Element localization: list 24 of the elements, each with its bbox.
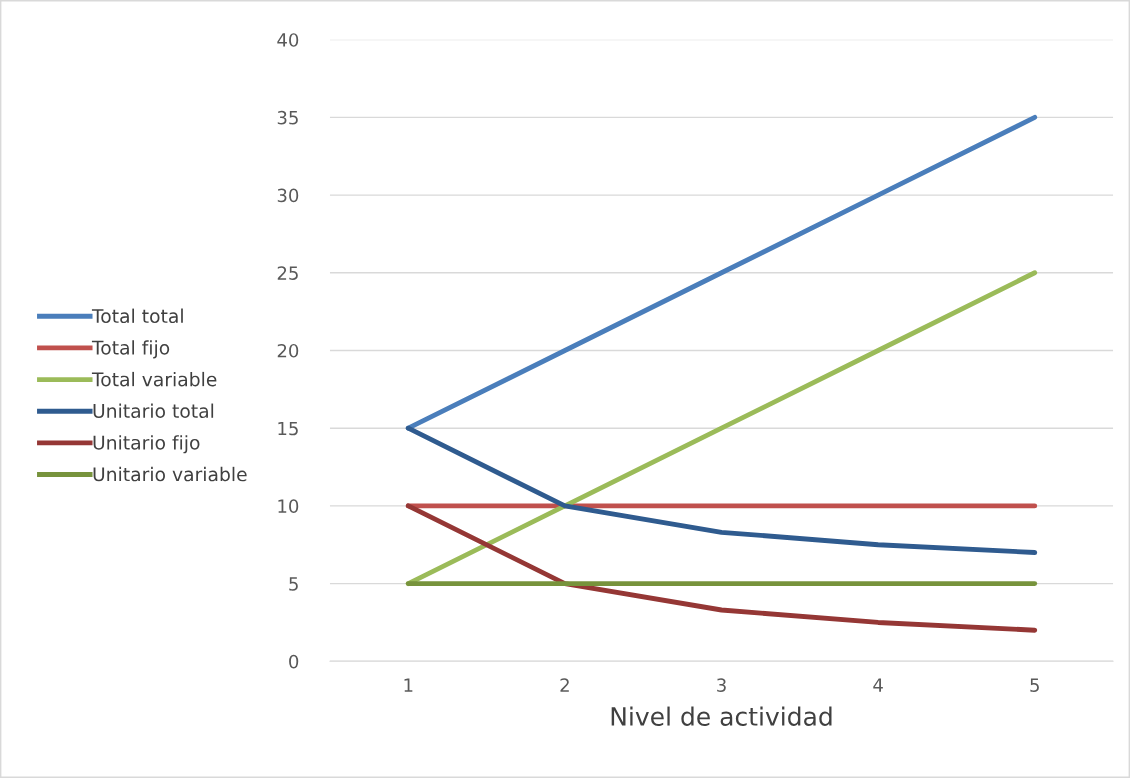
x-tick-label: 2 <box>560 678 569 692</box>
legend-label: Unitario fijo <box>93 435 200 454</box>
legend-label: Total fijo <box>91 340 170 359</box>
y-tick-label: 0 <box>289 654 299 669</box>
y-tick-label: 25 <box>277 266 298 280</box>
legend-label: Total total <box>91 308 183 324</box>
x-axis-title: Nivel de actividad <box>611 706 832 726</box>
legend-label: Unitario total <box>93 403 214 419</box>
line-series <box>405 503 1038 633</box>
y-tick-label: 15 <box>278 421 298 436</box>
y-tick-label: 20 <box>277 343 299 358</box>
y-tick-label: 5 <box>289 577 298 591</box>
y-tick-label: 10 <box>278 499 299 514</box>
line-series <box>405 114 1038 431</box>
legend-label: Total variable <box>91 371 217 387</box>
y-tick-label: 35 <box>277 110 298 125</box>
line-series <box>405 425 1038 555</box>
x-tick-label: 5 <box>1030 678 1039 692</box>
x-tick-label: 1 <box>404 678 413 692</box>
x-tick-label: 3 <box>717 678 726 692</box>
x-tick-label: 4 <box>873 678 883 692</box>
y-tick-label: 30 <box>277 188 299 203</box>
y-tick-label: 40 <box>277 33 299 47</box>
legend-label: Unitario variable <box>93 466 247 482</box>
